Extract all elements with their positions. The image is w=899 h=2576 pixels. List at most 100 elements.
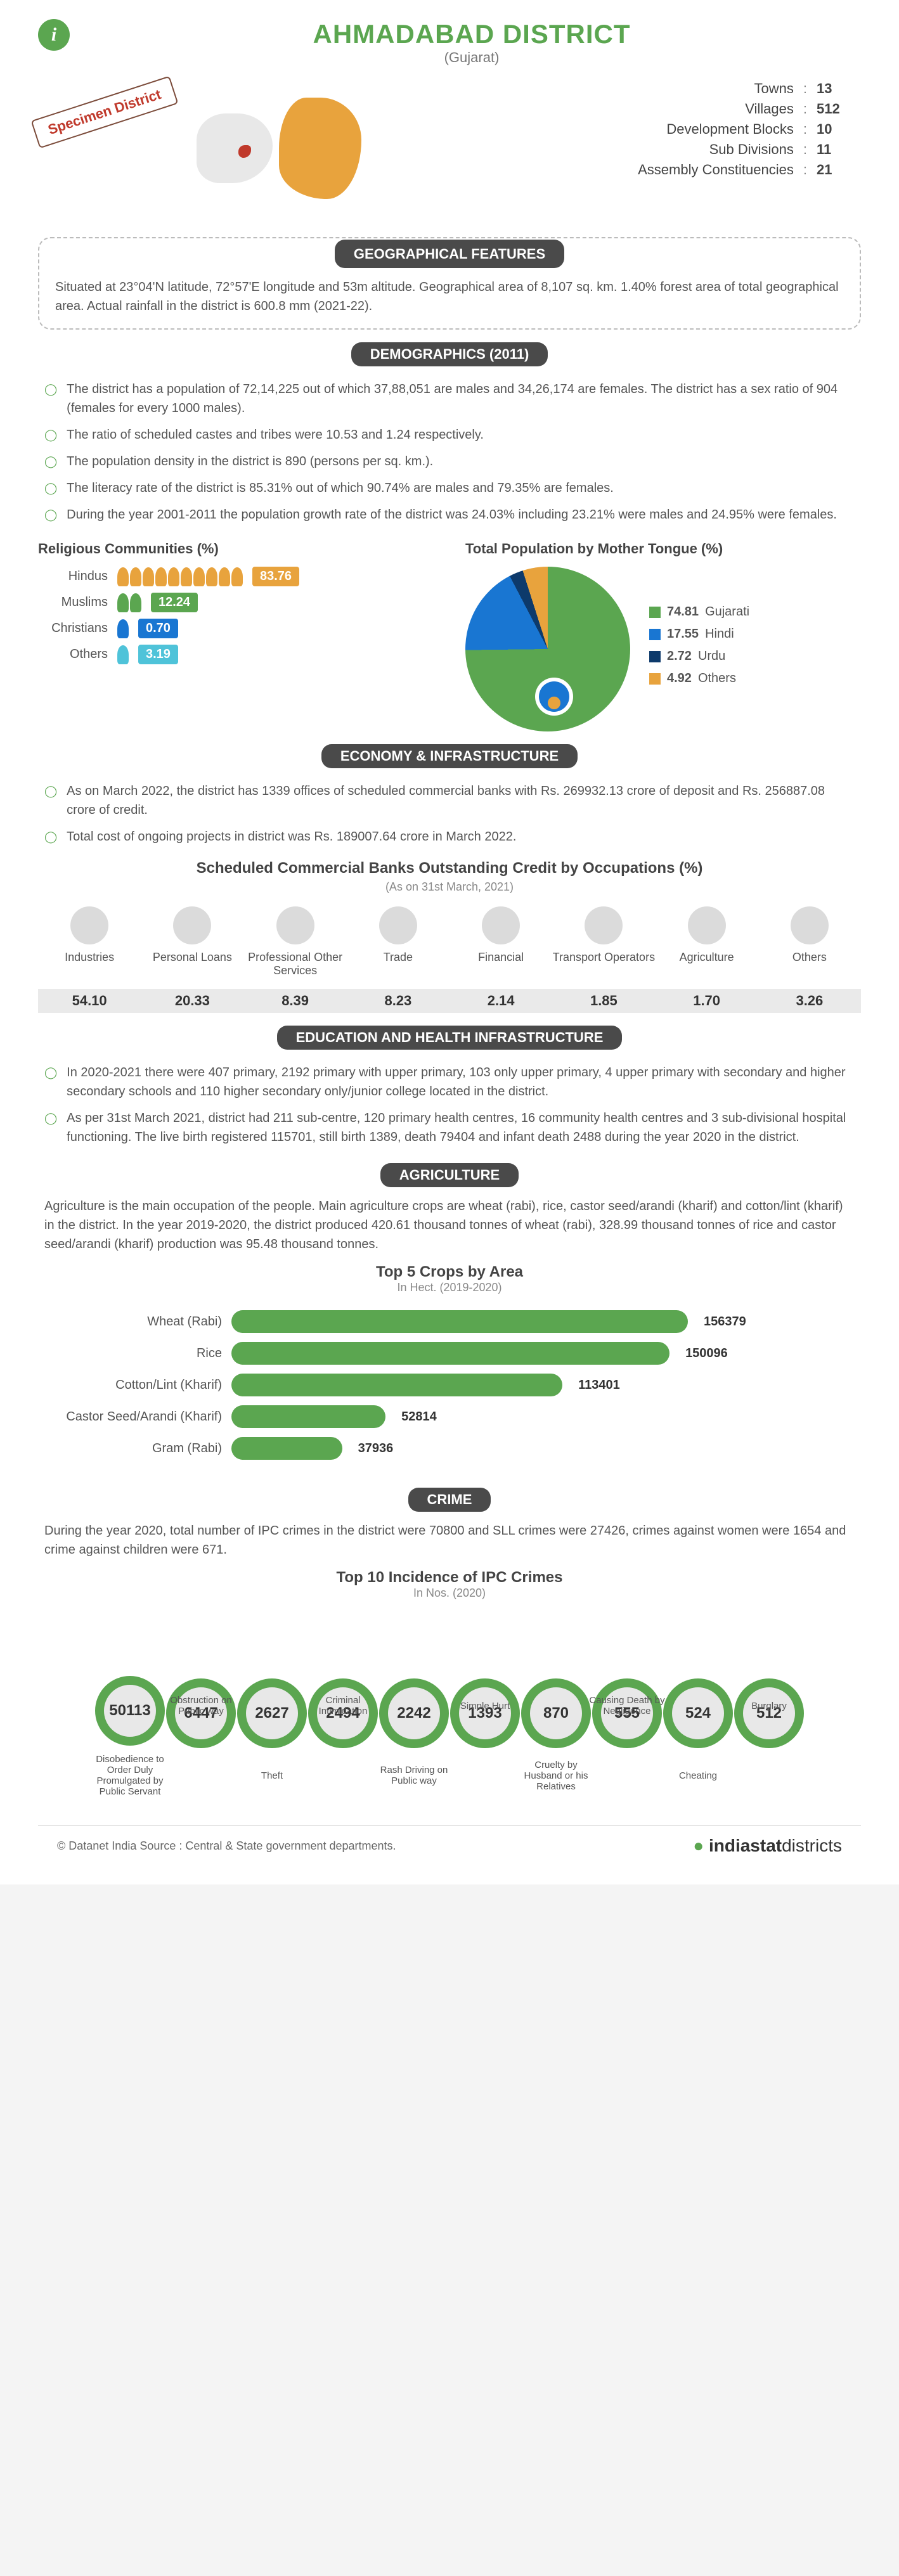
crime-item: 2242Rash Driving on Public way	[375, 1678, 453, 1798]
crime-item: Obstruction on Public way6447	[162, 1678, 240, 1798]
bullet-item: The literacy rate of the district is 85.…	[44, 475, 855, 501]
page-subtitle: (Gujarat)	[82, 49, 861, 66]
occupation-label: Others	[758, 951, 861, 982]
stat-row: Assembly Constituencies:21	[595, 160, 848, 180]
occupation-value: 20.33	[141, 989, 243, 1013]
occupation-icon	[70, 906, 108, 944]
stat-label: Assembly Constituencies	[595, 162, 794, 178]
stat-label: Development Blocks	[595, 121, 794, 138]
occupation-label: Financial	[450, 951, 552, 982]
person-icon	[117, 645, 129, 664]
crime-item: 870Cruelty by Husband or his Relatives	[517, 1678, 595, 1798]
crop-row: Rice150096	[57, 1342, 842, 1365]
occupation-icon	[688, 906, 726, 944]
crop-value: 37936	[358, 1441, 394, 1456]
religious-row: Christians0.70	[38, 619, 434, 638]
crop-value: 113401	[578, 1378, 620, 1393]
crop-label: Gram (Rabi)	[57, 1441, 222, 1456]
crop-label: Cotton/Lint (Kharif)	[57, 1378, 222, 1393]
occupation-item: Agriculture1.70	[656, 906, 758, 1013]
religious-col: Religious Communities (%) Hindus 83.76 Mus…	[38, 541, 434, 731]
person-icon	[130, 593, 141, 612]
demo-charts: Religious Communities (%) Hindus 83.76 Mus…	[38, 541, 861, 731]
crop-chart-sub: In Hect. (2019-2020)	[38, 1281, 861, 1294]
religious-value: 3.19	[138, 645, 178, 664]
religious-value: 83.76	[252, 567, 299, 586]
legend-value: 74.81	[667, 605, 699, 619]
occupation-item: Financial2.14	[450, 906, 552, 1013]
crime-item: Criminal Intimidation2494	[304, 1678, 382, 1798]
religious-value: 12.24	[151, 593, 198, 612]
geo-box: GEOGRAPHICAL FEATURES Situated at 23°04'…	[38, 237, 861, 330]
bullet-item: As on March 2022, the district has 1339 …	[44, 778, 855, 823]
legend-row: 2.72 Urdu	[649, 649, 749, 664]
geo-text: Situated at 23°04'N latitude, 72°57'E lo…	[55, 278, 844, 316]
stat-value: 10	[817, 121, 848, 138]
person-icon	[168, 567, 179, 586]
person-icon	[117, 567, 129, 586]
pie-wrap: 74.81 Gujarati17.55 Hindi2.72 Urdu4.92 O…	[465, 567, 861, 731]
crop-value: 52814	[401, 1410, 437, 1424]
occupation-item: Transport Operators1.85	[552, 906, 655, 1013]
occupation-icon	[173, 906, 211, 944]
religious-row: Hindus 83.76	[38, 567, 434, 586]
occupation-label: Trade	[347, 951, 450, 982]
crime-circle: 2242	[379, 1678, 449, 1748]
header: i AHMADABAD DISTRICT (Gujarat)	[38, 19, 861, 66]
gujarat-map-icon	[197, 113, 273, 183]
legend-swatch	[649, 629, 661, 640]
person-icon	[143, 567, 154, 586]
crime-label: Cruelty by Husband or his Relatives	[517, 1753, 595, 1798]
occupation-value: 1.85	[552, 989, 655, 1013]
bullet-item: During the year 2001-2011 the population…	[44, 501, 855, 528]
religious-title: Religious Communities (%)	[38, 541, 434, 557]
occupation-value: 3.26	[758, 989, 861, 1013]
bullet-item: In 2020-2021 there were 407 primary, 219…	[44, 1059, 855, 1105]
person-icon	[117, 619, 129, 638]
religious-row: Muslims12.24	[38, 593, 434, 612]
section-header-edu: EDUCATION AND HEALTH INFRASTRUCTURE	[277, 1026, 623, 1050]
crime-row: 50113Disobedience to Order Duly Promulga…	[38, 1676, 861, 1800]
person-icon	[130, 567, 141, 586]
occupation-value: 54.10	[38, 989, 141, 1013]
stat-label: Towns	[595, 80, 794, 97]
crime-item: 50113Disobedience to Order Duly Promulga…	[91, 1676, 169, 1800]
section-header-demo: DEMOGRAPHICS (2011)	[351, 342, 548, 366]
crime-circle: 50113	[95, 1676, 165, 1746]
legend-value: 4.92	[667, 671, 692, 686]
tongue-legend: 74.81 Gujarati17.55 Hindi2.72 Urdu4.92 O…	[649, 605, 749, 693]
section-header-agri: AGRICULTURE	[380, 1163, 519, 1187]
religious-label: Hindus	[38, 569, 108, 584]
crop-bar	[231, 1405, 385, 1428]
legend-label: Gujarati	[705, 605, 749, 619]
legend-swatch	[649, 651, 661, 662]
occupation-label: Personal Loans	[141, 951, 243, 982]
occupation-value: 8.23	[347, 989, 450, 1013]
basic-stats-table: Towns:13Villages:512Development Blocks:1…	[595, 79, 848, 180]
religious-row: Others 3.19	[38, 645, 434, 664]
crop-value: 156379	[704, 1315, 746, 1329]
religious-label: Others	[38, 647, 108, 662]
occupation-icon	[791, 906, 829, 944]
stat-row: Sub Divisions:11	[595, 139, 848, 160]
crime-label: Obstruction on Public way	[162, 1684, 240, 1728]
crop-label: Wheat (Rabi)	[57, 1315, 222, 1329]
crime-chart-sub: In Nos. (2020)	[38, 1587, 861, 1600]
bullet-item: The district has a population of 72,14,2…	[44, 376, 855, 422]
tongue-pie	[465, 567, 630, 731]
crop-row: Cotton/Lint (Kharif) 113401	[57, 1374, 842, 1396]
legend-label: Hindi	[705, 627, 734, 641]
occupation-value: 1.70	[656, 989, 758, 1013]
person-icon	[117, 593, 129, 612]
stat-row: Development Blocks:10	[595, 119, 848, 139]
legend-swatch	[649, 607, 661, 618]
legend-value: 17.55	[667, 627, 699, 641]
stat-row: Villages:512	[595, 99, 848, 119]
crop-chart-title: Top 5 Crops by Area	[38, 1263, 861, 1281]
page-title: AHMADABAD DISTRICT	[82, 19, 861, 49]
stat-value: 21	[817, 162, 848, 178]
map-graphic	[197, 79, 361, 218]
occupation-icon	[585, 906, 623, 944]
crime-circle: 2627	[237, 1678, 307, 1748]
info-icon: i	[38, 19, 70, 51]
